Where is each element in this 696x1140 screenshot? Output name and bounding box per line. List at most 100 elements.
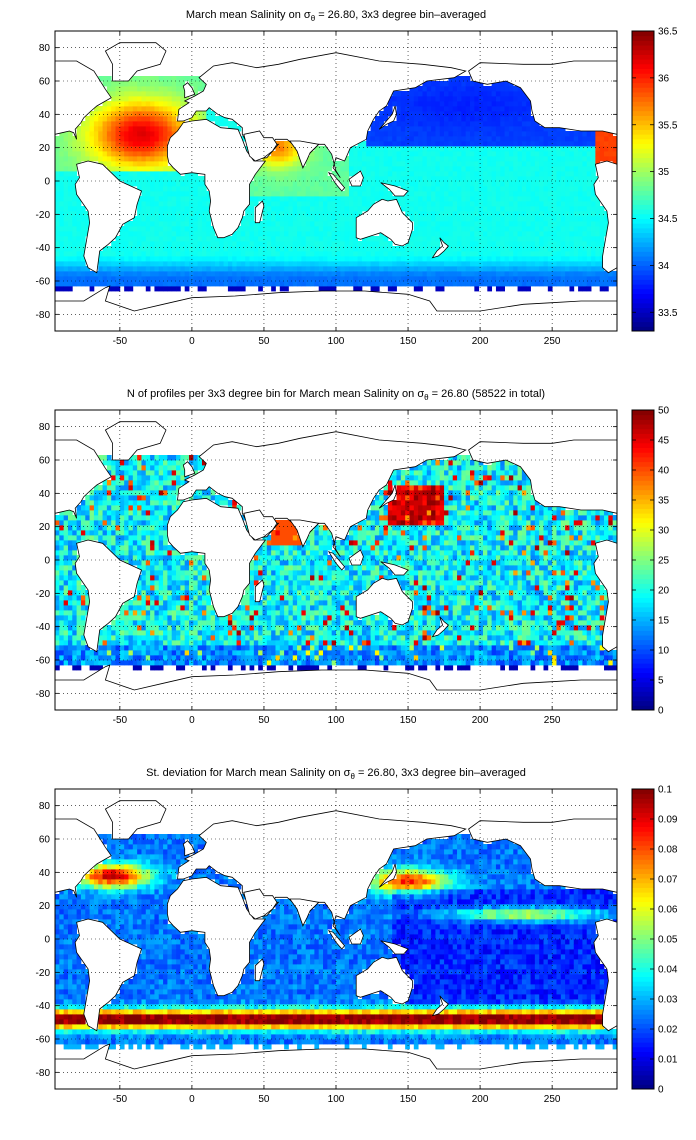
- heatmap-cell: [513, 221, 518, 227]
- heatmap-cell: [310, 276, 315, 282]
- heatmap-cell: [405, 281, 410, 287]
- heatmap-cell: [318, 286, 324, 292]
- heatmap-cell: [132, 161, 138, 167]
- heatmap-cell: [573, 261, 579, 267]
- heatmap-cell: [452, 221, 458, 227]
- heatmap-cell: [366, 206, 371, 212]
- heatmap-cell: [409, 136, 415, 142]
- heatmap-cell: [106, 655, 112, 661]
- heatmap-cell: [106, 111, 112, 117]
- heatmap-cell: [560, 156, 566, 162]
- heatmap-cell: [591, 206, 596, 212]
- heatmap-cell: [154, 91, 160, 97]
- heatmap-cell: [422, 241, 428, 247]
- heatmap-cell: [379, 186, 384, 192]
- heatmap-cell: [530, 221, 536, 227]
- heatmap-cell: [478, 136, 484, 142]
- heatmap-cell: [310, 186, 315, 192]
- heatmap-cell: [184, 226, 190, 232]
- heatmap-cell: [444, 136, 449, 142]
- heatmap-cell: [331, 286, 337, 292]
- heatmap-cell: [132, 665, 138, 671]
- heatmap-cell: [115, 530, 121, 536]
- heatmap-cell: [336, 231, 341, 237]
- heatmap-cell: [552, 171, 557, 177]
- heatmap-cell: [137, 226, 142, 232]
- heatmap-cell: [465, 241, 471, 247]
- heatmap-cell: [171, 176, 177, 182]
- heatmap-cell: [340, 171, 346, 177]
- heatmap-cell: [63, 271, 69, 277]
- heatmap-cell: [201, 241, 207, 247]
- heatmap-cell: [396, 181, 402, 187]
- heatmap-cell: [387, 261, 393, 267]
- heatmap-cell: [137, 201, 142, 207]
- heatmap-cell: [578, 221, 583, 227]
- heatmap-cell: [517, 136, 523, 142]
- heatmap-cell: [426, 201, 432, 207]
- heatmap-cell: [150, 635, 155, 641]
- heatmap-cell: [115, 101, 121, 107]
- heatmap-cell: [150, 96, 155, 102]
- heatmap-cell: [59, 660, 65, 666]
- heatmap-cell: [478, 281, 484, 287]
- heatmap-cell: [448, 181, 454, 187]
- heatmap-cell: [530, 151, 536, 157]
- heatmap-cell: [465, 131, 471, 137]
- heatmap-cell: [534, 166, 540, 172]
- heatmap-cell: [444, 201, 449, 207]
- heatmap-cell: [547, 246, 553, 252]
- heatmap-cell: [72, 590, 78, 596]
- heatmap-cell: [210, 281, 216, 287]
- heatmap-cell: [115, 655, 121, 661]
- heatmap-cell: [63, 565, 69, 571]
- colorbar-segment: [632, 106, 654, 112]
- heatmap-cell: [400, 276, 406, 282]
- heatmap-cell: [569, 151, 575, 157]
- heatmap-cell: [556, 241, 562, 247]
- heatmap-cell: [163, 520, 168, 526]
- heatmap-cell: [80, 241, 86, 247]
- heatmap-cell: [578, 166, 583, 172]
- heatmap-cell: [478, 231, 484, 237]
- heatmap-cell: [201, 256, 207, 262]
- heatmap-cell: [504, 166, 510, 172]
- heatmap-cell: [115, 545, 121, 551]
- heatmap-cell: [266, 161, 272, 167]
- heatmap-cell: [76, 201, 82, 207]
- heatmap-cell: [487, 136, 493, 142]
- heatmap-cell: [141, 81, 147, 87]
- heatmap-cell: [543, 156, 549, 162]
- heatmap-cell: [63, 231, 69, 237]
- heatmap-cell: [240, 266, 246, 272]
- heatmap-cell: [405, 111, 410, 117]
- heatmap-cell: [513, 256, 518, 262]
- heatmap-cell: [98, 535, 103, 541]
- heatmap-cell: [184, 186, 190, 192]
- heatmap-cell: [526, 141, 531, 147]
- heatmap-cell: [448, 136, 454, 142]
- heatmap-cell: [163, 81, 168, 87]
- heatmap-cell: [171, 635, 177, 641]
- heatmap-cell: [141, 545, 147, 551]
- heatmap-cell: [145, 610, 151, 616]
- heatmap-cell: [214, 251, 220, 257]
- heatmap-cell: [426, 276, 432, 282]
- heatmap-cell: [573, 251, 579, 257]
- heatmap-cell: [314, 271, 320, 277]
- heatmap-cell: [457, 226, 462, 232]
- heatmap-cell: [141, 500, 147, 506]
- heatmap-cell: [132, 156, 138, 162]
- heatmap-cell: [236, 236, 242, 242]
- heatmap-cell: [452, 121, 458, 127]
- heatmap-cell: [158, 535, 164, 541]
- heatmap-cell: [301, 191, 307, 197]
- heatmap-cell: [409, 146, 415, 152]
- heatmap-cell: [422, 136, 428, 142]
- heatmap-cell: [426, 161, 432, 167]
- heatmap-cell: [163, 600, 168, 606]
- heatmap-cell: [573, 161, 579, 167]
- heatmap-cell: [206, 196, 212, 202]
- heatmap-cell: [439, 211, 445, 217]
- heatmap-cell: [184, 266, 190, 272]
